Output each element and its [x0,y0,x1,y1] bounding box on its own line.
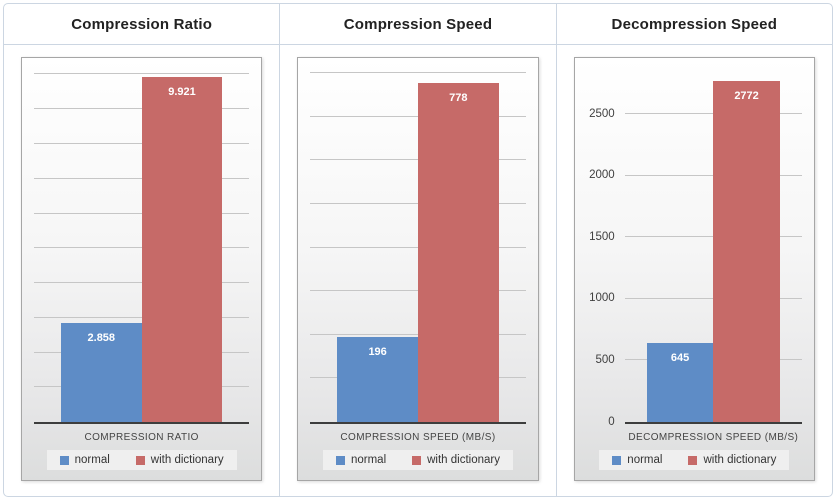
bar-with-dictionary: 2772 [713,80,780,422]
legend-marker-with-dictionary [412,455,422,465]
legend-label: normal [350,454,387,466]
legend-item-normal: normal [612,454,662,466]
chart-area: 2.858 9.921 COMPRESSION RATIO [4,45,279,496]
legend-item-with-dictionary: with dictionary [135,454,224,466]
plot-wrap: 645 2772 0 500 1000 1500 2000 2500 DECOMPRESS… [575,58,814,443]
legend-marker-normal [335,455,345,465]
panel-header: Decompression Speed [556,4,832,45]
bar-normal: 645 [646,342,714,422]
chart-canvas-decompression-speed: 645 2772 0 500 1000 1500 2000 2500 DECOMPRESS… [573,57,815,481]
bar-with-dictionary: 9.921 [141,77,223,422]
plot-wrap: 196 778 COMPRESSION SPEED (MB/S) [298,58,537,443]
plot-wrap: 2.858 9.921 COMPRESSION RATIO [22,58,261,443]
chart-canvas-compression-ratio: 2.858 9.921 COMPRESSION RATIO [21,57,263,481]
chart-title: Decompression Speed [611,15,778,33]
legend: normal with dictionary [599,450,790,470]
x-axis-line [310,422,526,424]
plot-area: 645 2772 0 500 1000 1500 2000 2500 [589,71,802,427]
x-axis-line [34,422,250,424]
y-tick-label: 1000 [589,292,615,305]
legend-item-with-dictionary: with dictionary [412,454,500,466]
y-tick-label: 2000 [589,168,615,181]
gridline [34,73,250,75]
bar-value-label: 645 [670,351,690,364]
legend-label: with dictionary [427,454,500,466]
legend-label: with dictionary [703,454,777,466]
legend-label: normal [74,454,110,466]
bar-normal: 196 [337,336,418,422]
chart-title: Compression Speed [343,15,493,33]
bar-group: 645 2772 [625,71,802,422]
panel-compression-speed: Compression Speed 196 778 [280,4,557,496]
bar-value-label: 2772 [734,89,759,102]
bar-value-label: 9.921 [168,86,196,99]
legend-marker-normal [59,455,69,465]
legend-item-normal: normal [59,454,110,466]
legend-label: normal [627,454,663,466]
panel-header: Compression Ratio [4,4,280,45]
plot-area: 196 778 [310,71,526,422]
y-tick-label: 500 [595,353,615,366]
legend-label: with dictionary [150,454,224,466]
chart-area: 645 2772 0 500 1000 1500 2000 2500 DECOMPRESS… [557,45,832,496]
y-tick-label: 0 [608,415,615,428]
x-axis-title: COMPRESSION SPEED (MB/S) [340,432,496,443]
legend-marker-with-dictionary [135,455,145,465]
bar-value-label: 2.858 [87,331,116,344]
legend-item-normal: normal [335,454,387,466]
chart-area: 196 778 COMPRESSION SPEED (MB/S) [280,45,555,496]
y-tick-label: 1500 [589,230,615,243]
x-axis-title: COMPRESSION RATIO [84,432,199,443]
bar-with-dictionary: 778 [417,82,499,422]
plot-area: 2.858 9.921 [34,71,250,422]
panel-decompression-speed: Decompression Speed 645 2772 [556,4,832,496]
legend-marker-with-dictionary [688,455,698,465]
x-axis-title: DECOMPRESSION SPEED (MB/S) [628,432,799,443]
legend: normal with dictionary [46,450,237,470]
panel-header: Compression Speed [280,4,556,45]
chart-canvas-compression-speed: 196 778 COMPRESSION SPEED (MB/S) [297,57,539,481]
y-tick-label: 2500 [589,107,615,120]
legend: normal with dictionary [322,450,513,470]
bar-group: 2.858 9.921 [34,71,249,422]
legend-item-with-dictionary: with dictionary [688,454,776,466]
chart-title: Compression Ratio [71,15,213,33]
chart-panels: Compression Ratio 2.858 9.921 [4,4,832,496]
x-axis-line [624,422,802,424]
bar-value-label: 196 [368,345,387,358]
panel-compression-ratio: Compression Ratio 2.858 9.921 [4,4,281,496]
bar-normal: 2.858 [60,322,142,422]
bar-group: 196 778 [310,71,525,422]
gridline [310,72,526,74]
legend-marker-normal [612,455,622,465]
benchmark-dashboard: Compression Ratio 2.858 9.921 [3,3,833,497]
bar-value-label: 778 [449,91,468,104]
